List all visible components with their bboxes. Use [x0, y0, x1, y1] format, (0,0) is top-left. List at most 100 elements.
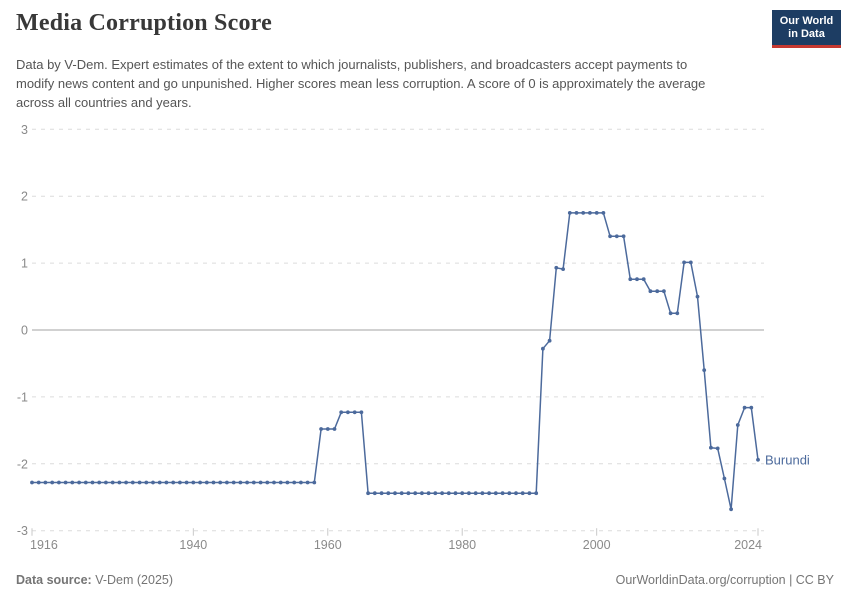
data-point-marker[interactable]	[594, 211, 599, 215]
entity-label[interactable]: Burundi	[765, 452, 810, 467]
data-point-marker[interactable]	[372, 491, 377, 496]
data-point-marker[interactable]	[325, 427, 330, 431]
data-point-marker[interactable]	[386, 491, 391, 496]
data-point-marker[interactable]	[467, 491, 471, 496]
data-point-marker[interactable]	[628, 277, 633, 282]
data-point-marker[interactable]	[90, 480, 95, 485]
data-point-marker[interactable]	[352, 410, 357, 415]
data-point-marker[interactable]	[265, 480, 270, 485]
data-point-marker[interactable]	[43, 480, 48, 485]
data-point-marker[interactable]	[211, 480, 216, 485]
data-point-marker[interactable]	[715, 446, 720, 451]
data-point-marker[interactable]	[520, 491, 525, 496]
data-point-marker[interactable]	[130, 480, 135, 485]
data-point-marker[interactable]	[675, 311, 680, 316]
data-point-marker[interactable]	[554, 265, 559, 270]
data-point-marker[interactable]	[359, 410, 364, 415]
data-point-marker[interactable]	[729, 507, 733, 512]
data-point-marker[interactable]	[682, 260, 686, 265]
data-point-marker[interactable]	[473, 491, 478, 496]
data-point-marker[interactable]	[581, 211, 586, 215]
data-point-marker[interactable]	[601, 211, 606, 215]
data-point-marker[interactable]	[702, 368, 707, 372]
data-point-marker[interactable]	[460, 491, 465, 496]
data-point-marker[interactable]	[561, 267, 565, 271]
data-point-marker[interactable]	[641, 277, 646, 282]
data-point-marker[interactable]	[547, 338, 552, 343]
data-point-marker[interactable]	[124, 480, 128, 485]
series-path[interactable]	[32, 212, 759, 511]
data-point-marker[interactable]	[413, 491, 418, 496]
data-point-marker[interactable]	[379, 491, 384, 496]
data-point-marker[interactable]	[749, 405, 754, 410]
data-point-marker[interactable]	[735, 423, 740, 427]
data-point-marker[interactable]	[110, 480, 115, 485]
data-point-marker[interactable]	[614, 234, 619, 239]
data-point-marker[interactable]	[507, 491, 512, 496]
data-point-marker[interactable]	[36, 480, 41, 485]
data-point-marker[interactable]	[178, 480, 182, 485]
data-point-marker[interactable]	[668, 311, 673, 316]
data-point-marker[interactable]	[272, 480, 276, 485]
data-point-marker[interactable]	[339, 410, 344, 415]
data-point-marker[interactable]	[238, 480, 243, 485]
data-point-marker[interactable]	[695, 294, 700, 299]
data-point-marker[interactable]	[97, 480, 102, 485]
data-point-marker[interactable]	[278, 480, 283, 485]
data-point-marker[interactable]	[70, 480, 75, 485]
footer-license-link[interactable]: OurWorldinData.org/corruption | CC BY	[615, 573, 834, 587]
data-point-marker[interactable]	[251, 480, 256, 485]
data-point-marker[interactable]	[171, 480, 176, 485]
data-point-marker[interactable]	[655, 289, 660, 294]
data-point-marker[interactable]	[420, 491, 424, 496]
data-point-marker[interactable]	[534, 491, 539, 496]
data-point-marker[interactable]	[63, 480, 68, 485]
data-point-marker[interactable]	[245, 480, 250, 485]
data-point-marker[interactable]	[406, 491, 411, 496]
data-point-marker[interactable]	[588, 211, 592, 215]
data-point-marker[interactable]	[399, 491, 404, 496]
data-point-marker[interactable]	[198, 480, 203, 485]
data-point-marker[interactable]	[299, 480, 303, 485]
data-point-marker[interactable]	[541, 346, 545, 351]
data-point-marker[interactable]	[218, 480, 223, 485]
data-point-marker[interactable]	[480, 491, 485, 496]
data-point-marker[interactable]	[453, 491, 458, 496]
data-point-marker[interactable]	[305, 480, 310, 485]
data-point-marker[interactable]	[312, 480, 317, 485]
data-point-marker[interactable]	[164, 480, 169, 485]
data-point-marker[interactable]	[688, 260, 693, 265]
data-point-marker[interactable]	[204, 480, 209, 485]
data-point-marker[interactable]	[137, 480, 142, 485]
data-point-marker[interactable]	[440, 491, 444, 496]
data-point-marker[interactable]	[742, 405, 747, 410]
data-point-marker[interactable]	[487, 491, 491, 496]
data-point-marker[interactable]	[83, 480, 88, 485]
data-point-marker[interactable]	[648, 289, 653, 294]
data-point-marker[interactable]	[184, 480, 189, 485]
data-point-marker[interactable]	[493, 491, 498, 496]
data-point-marker[interactable]	[157, 480, 162, 485]
data-point-marker[interactable]	[285, 480, 290, 485]
data-point-marker[interactable]	[709, 445, 713, 450]
data-point-marker[interactable]	[574, 211, 579, 215]
data-point-marker[interactable]	[319, 427, 323, 431]
data-point-marker[interactable]	[104, 480, 108, 485]
data-point-marker[interactable]	[433, 491, 438, 496]
data-point-marker[interactable]	[30, 480, 34, 485]
owid-logo[interactable]: Our World in Data	[772, 10, 841, 48]
data-point-marker[interactable]	[258, 480, 263, 485]
data-point-marker[interactable]	[608, 234, 612, 239]
data-point-marker[interactable]	[332, 427, 337, 431]
data-point-marker[interactable]	[191, 480, 196, 485]
data-point-marker[interactable]	[50, 480, 55, 485]
data-point-marker[interactable]	[231, 480, 236, 485]
data-point-marker[interactable]	[77, 480, 81, 485]
data-point-marker[interactable]	[117, 480, 122, 485]
data-point-marker[interactable]	[635, 277, 639, 282]
data-point-marker[interactable]	[292, 480, 297, 485]
data-point-marker[interactable]	[567, 211, 572, 215]
data-point-marker[interactable]	[514, 491, 518, 496]
data-point-marker[interactable]	[662, 289, 666, 294]
